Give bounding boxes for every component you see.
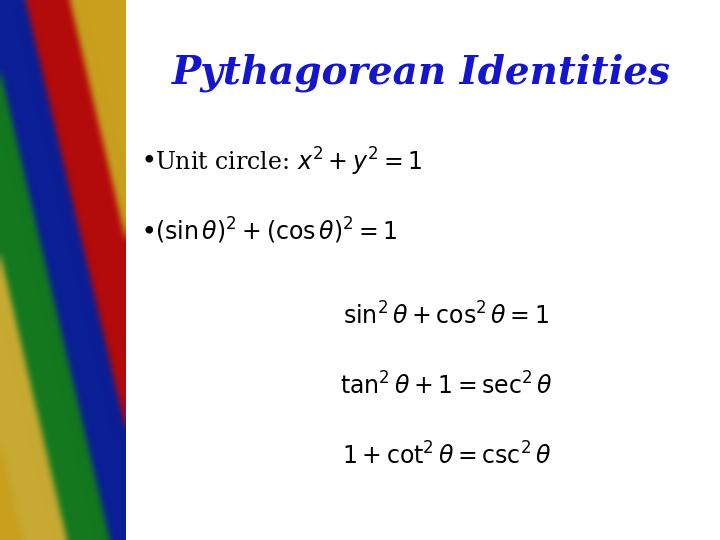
Text: Unit circle: $\mathit{x}^2 + \mathit{y}^2 = 1$: Unit circle: $\mathit{x}^2 + \mathit{y}^… [155, 146, 422, 178]
Text: Pythagorean Identities: Pythagorean Identities [171, 54, 671, 92]
Bar [126, 0, 720, 540]
Text: $\bullet$: $\bullet$ [140, 216, 155, 242]
Text: $\sin^2 \theta + \cos^2 \theta = 1$: $\sin^2 \theta + \cos^2 \theta = 1$ [343, 302, 549, 329]
Text: $(\sin \theta)^2 + (\cos \theta)^2 = 1$: $(\sin \theta)^2 + (\cos \theta)^2 = 1$ [155, 216, 397, 246]
Text: $1 + \cot^2 \theta = \csc^2 \theta$: $1 + \cot^2 \theta = \csc^2 \theta$ [342, 443, 551, 470]
Text: $\tan^2 \theta + 1 = \sec^2 \theta$: $\tan^2 \theta + 1 = \sec^2 \theta$ [340, 373, 553, 400]
Bar [0, 0, 126, 540]
Text: $\bullet$: $\bullet$ [140, 146, 155, 172]
